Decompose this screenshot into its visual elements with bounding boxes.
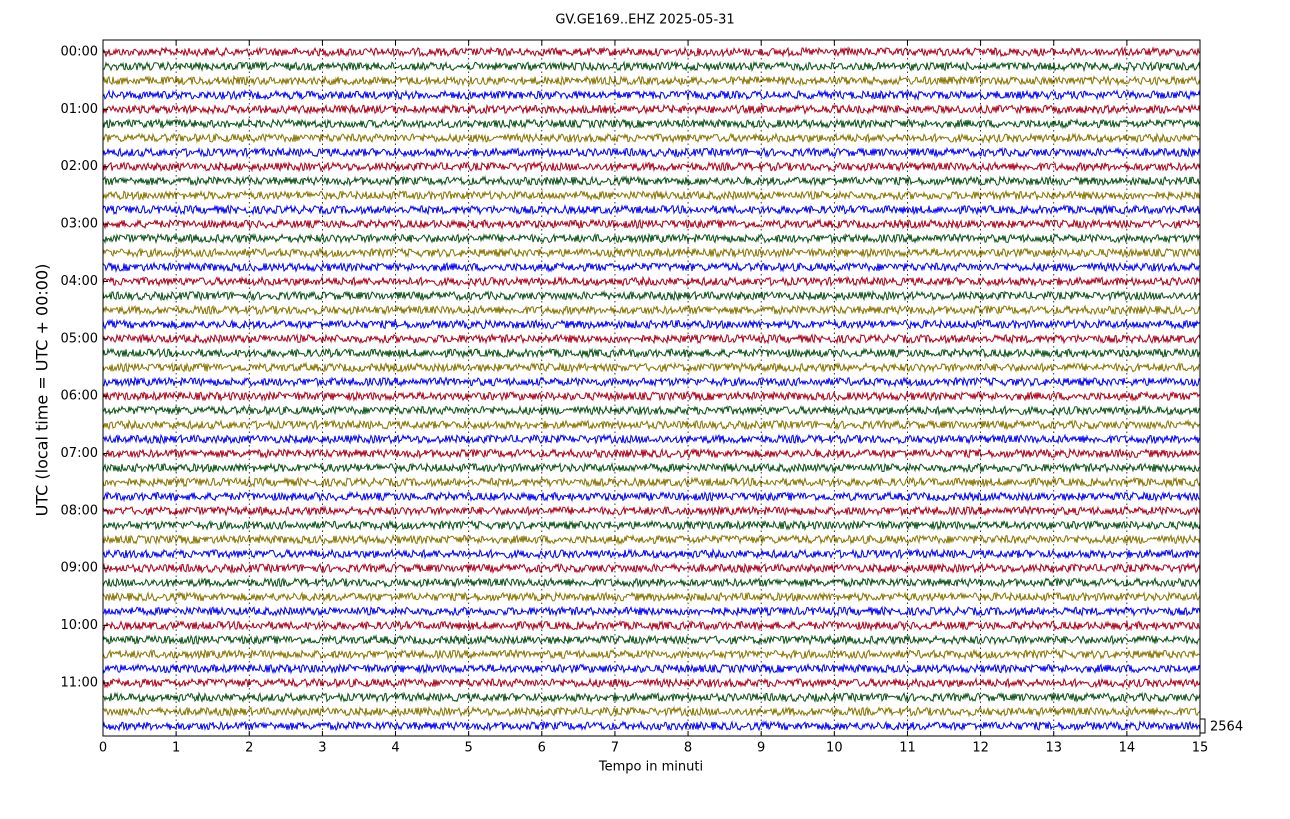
y-tick-label: 10:00 (61, 618, 98, 633)
x-tick-label: 0 (99, 741, 107, 756)
x-tick-label: 6 (538, 741, 546, 756)
trace (102, 605, 1201, 617)
trace (102, 175, 1201, 187)
trace (102, 333, 1201, 345)
trace (102, 117, 1201, 130)
trace (102, 376, 1201, 388)
trace (102, 204, 1201, 216)
trace (102, 304, 1201, 316)
x-tick-label: 14 (1119, 741, 1136, 756)
chart-title: GV.GE169..EHZ 2025-05-31 (555, 13, 734, 28)
trace (102, 590, 1201, 603)
trace (102, 361, 1201, 374)
trace (102, 447, 1201, 460)
x-tick-label: 4 (391, 741, 399, 756)
y-tick-label: 09:00 (61, 561, 98, 576)
trace (102, 505, 1201, 517)
trace (102, 60, 1201, 73)
trace (102, 232, 1201, 245)
trace (102, 462, 1201, 474)
trace (102, 547, 1201, 560)
trace (102, 89, 1201, 101)
x-tick-label: 3 (318, 741, 326, 756)
x-axis-label: Tempo in minuti (598, 760, 703, 775)
trace (102, 189, 1201, 202)
plot-frame (102, 39, 1201, 737)
x-tick-label: 2 (245, 741, 253, 756)
trace (102, 619, 1201, 632)
x-tick-label: 12 (972, 741, 989, 756)
trace (102, 103, 1201, 116)
trace (102, 533, 1201, 546)
trace (102, 562, 1201, 575)
trace (102, 691, 1201, 704)
trace (102, 74, 1201, 87)
trace (102, 476, 1201, 489)
x-tick-label: 13 (1045, 741, 1062, 756)
trace (102, 648, 1200, 661)
trace (102, 634, 1201, 646)
x-tick-label: 7 (611, 741, 619, 756)
scale-label: 2564 (1210, 719, 1243, 734)
trace (102, 490, 1201, 503)
y-tick-label: 11:00 (61, 675, 98, 690)
trace (102, 433, 1201, 445)
trace (102, 132, 1201, 144)
trace (102, 720, 1201, 732)
x-tick-label: 1 (172, 741, 180, 756)
y-tick-label: 08:00 (61, 503, 98, 518)
trace (102, 677, 1201, 689)
y-tick-label: 05:00 (61, 331, 98, 346)
traces (102, 46, 1201, 732)
trace (102, 218, 1201, 231)
y-tick-label: 00:00 (61, 45, 98, 60)
y-tick-label: 07:00 (61, 446, 98, 461)
trace (102, 662, 1201, 675)
trace (102, 146, 1201, 159)
y-tick-label: 01:00 (61, 102, 98, 117)
trace (102, 404, 1201, 417)
x-tick-label: 10 (826, 741, 843, 756)
x-tick-label: 11 (899, 741, 916, 756)
y-tick-label: 03:00 (61, 217, 98, 232)
trace (102, 289, 1201, 302)
x-tick-label: 5 (465, 741, 473, 756)
trace (102, 247, 1201, 259)
trace (102, 261, 1201, 273)
scale-bar (1200, 718, 1206, 734)
trace (102, 160, 1201, 173)
trace (102, 318, 1201, 331)
trace (102, 705, 1201, 718)
trace (102, 347, 1201, 359)
x-tick-label: 9 (757, 741, 765, 756)
trace (102, 390, 1201, 402)
trace (102, 275, 1201, 288)
y-tick-label: 02:00 (61, 159, 98, 174)
trace (102, 46, 1201, 58)
x-tick-label: 8 (684, 741, 692, 756)
y-axis-label: UTC (local time = UTC + 00:00) (33, 264, 52, 517)
y-tick-label: 06:00 (61, 389, 98, 404)
y-tick-label: 04:00 (61, 274, 98, 289)
trace (102, 519, 1201, 532)
x-tick-label: 15 (1192, 741, 1209, 756)
trace (102, 576, 1201, 589)
trace (102, 419, 1201, 431)
